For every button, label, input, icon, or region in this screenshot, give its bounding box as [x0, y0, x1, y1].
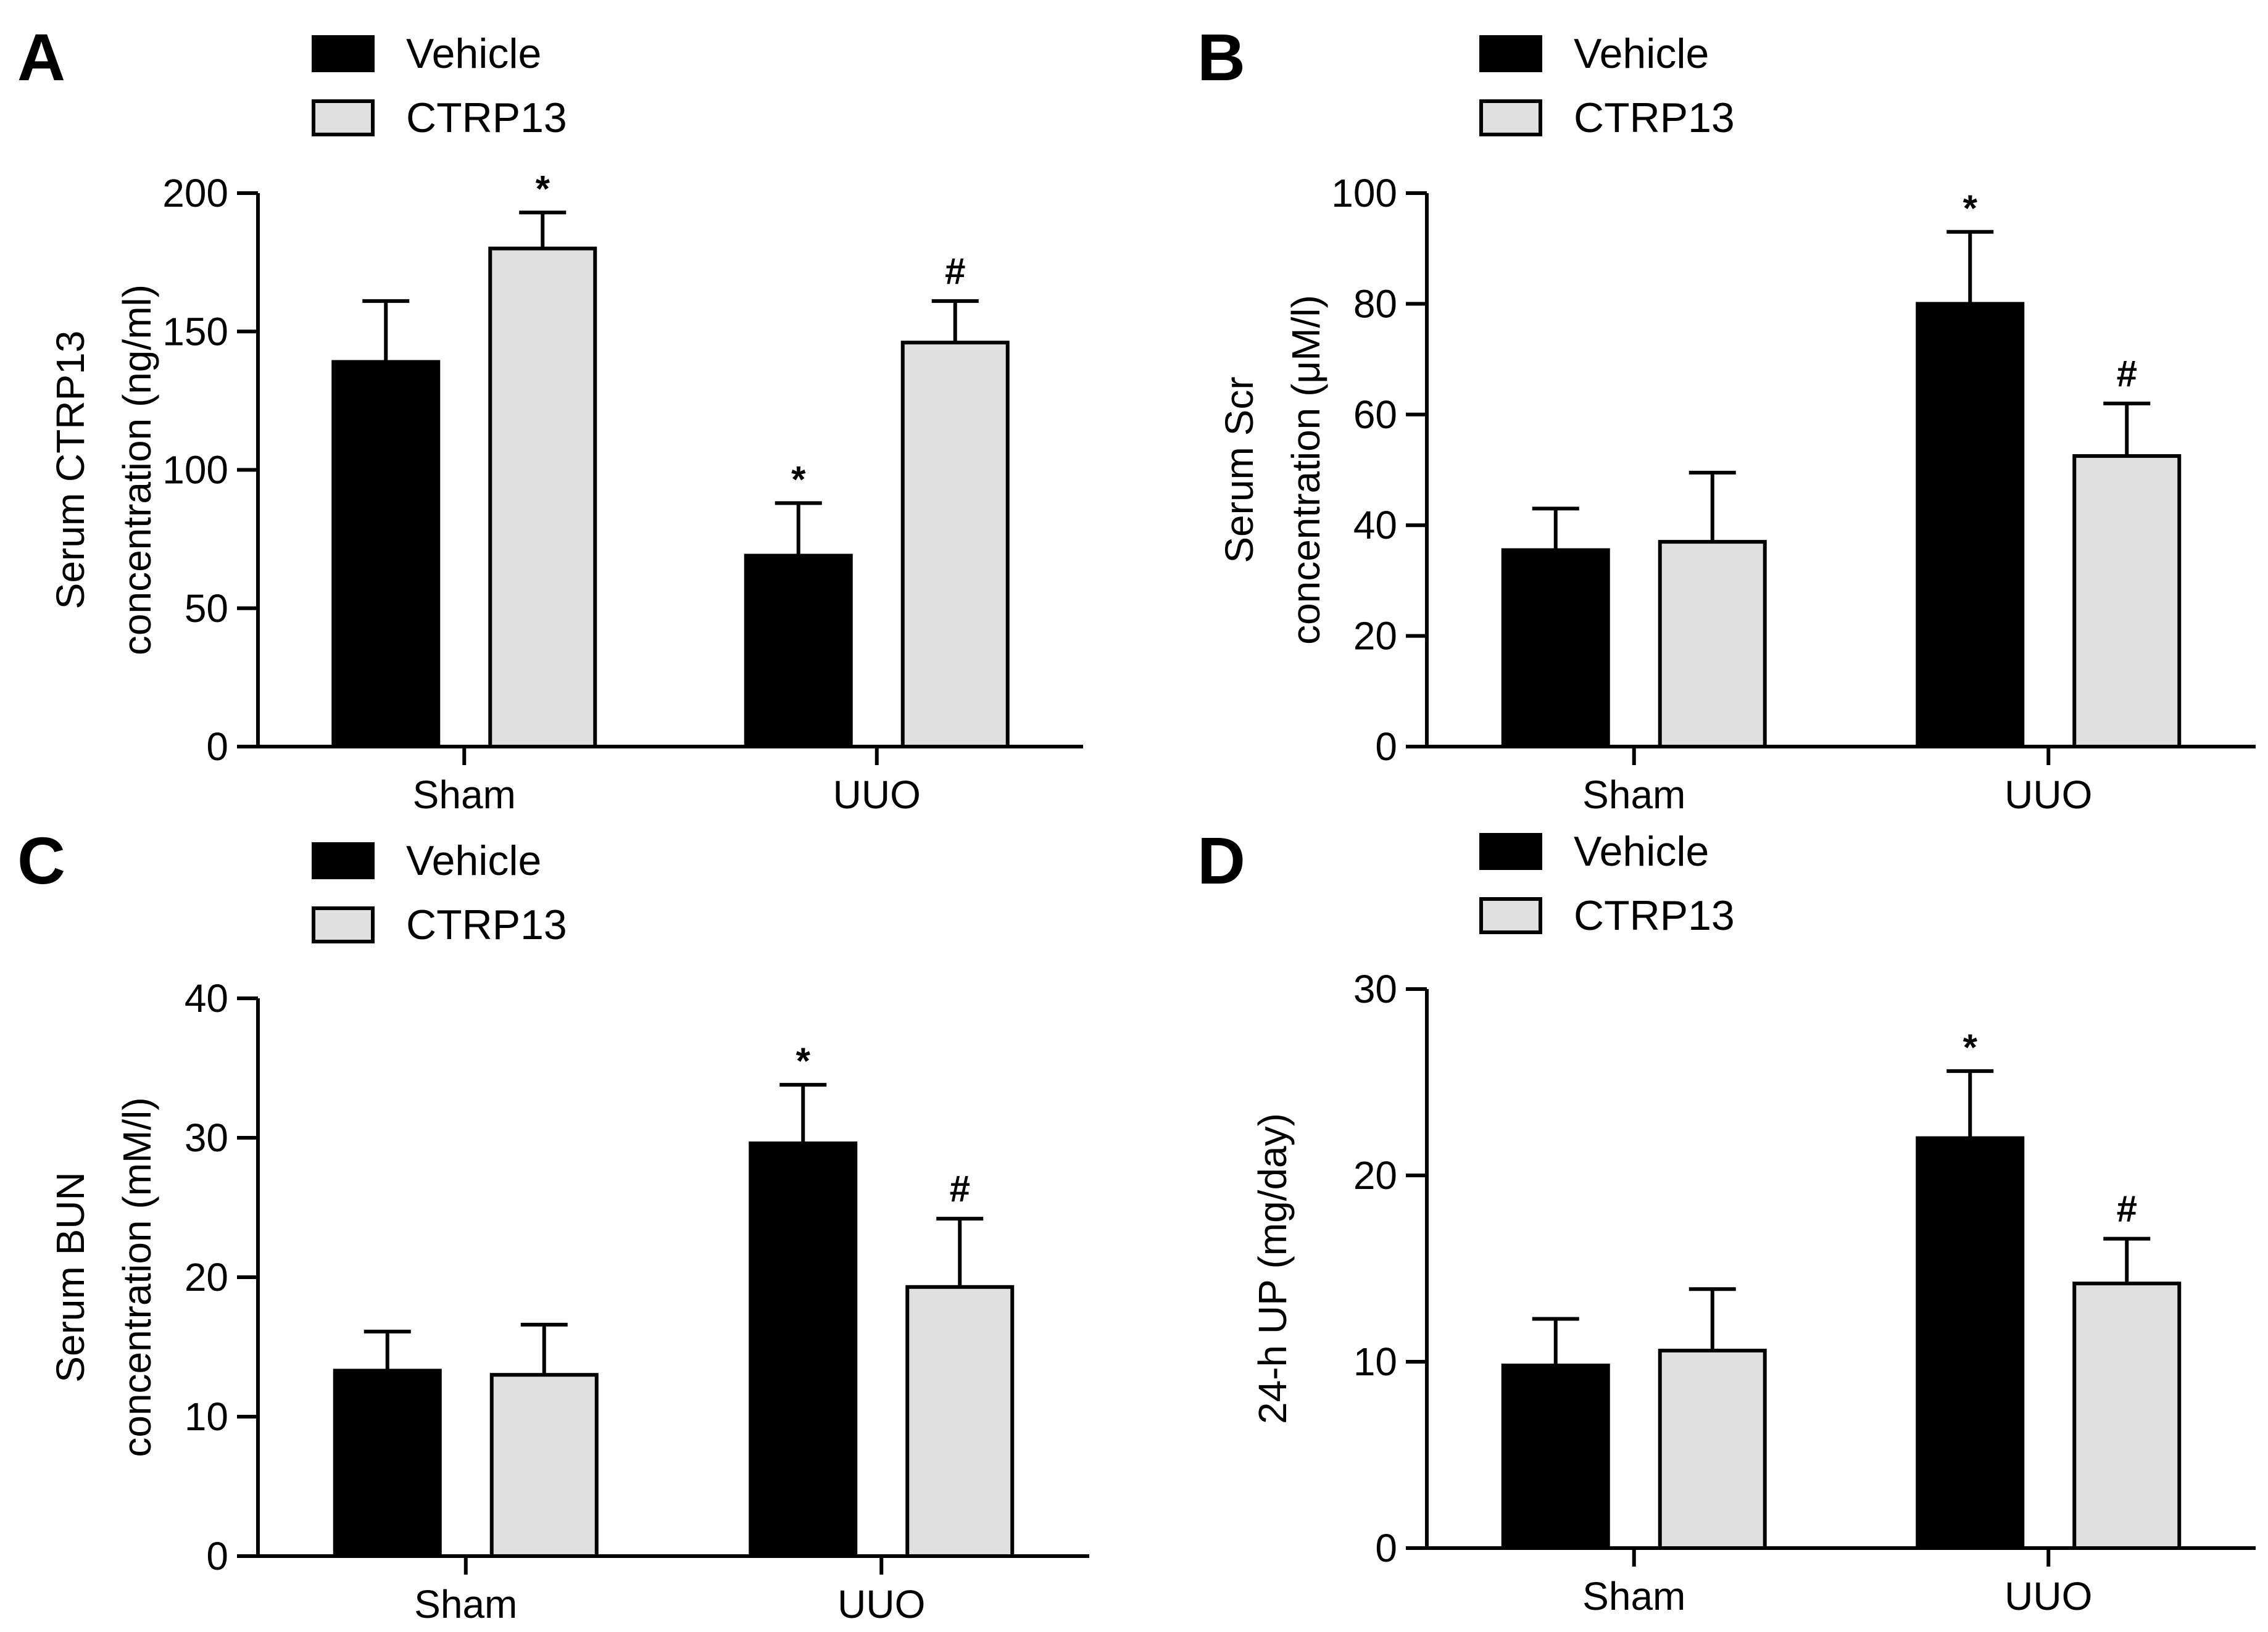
x-category-label-uuo: UUO [2004, 1574, 2092, 1618]
legend-label-ctrp13: CTRP13 [1574, 892, 1735, 939]
legend-swatch-ctrp13 [312, 906, 375, 943]
y-tick-label: 150 [162, 309, 228, 354]
bar-vehicle-uuo [1916, 302, 2025, 748]
panel-letter: C [17, 823, 65, 898]
bar-vehicle-uuo [1916, 1136, 2025, 1550]
bar-ctrp13-sham [1658, 1348, 1767, 1550]
x-category-label-sham: Sham [413, 773, 516, 817]
panel-letter: A [17, 20, 65, 94]
bar-vehicle-uuo [749, 1141, 858, 1559]
y-tick-label: 40 [185, 976, 228, 1021]
x-category-label-sham: Sham [1582, 1574, 1685, 1618]
legend-swatch-vehicle [312, 842, 375, 879]
panel-c: C Vehicle CTRP13 0 10 20 30 40 Serum BUN concentr… [17, 823, 1089, 1626]
y-tick-label: 10 [1353, 1340, 1397, 1384]
significance-hash: # [950, 1168, 970, 1209]
significance-hash: # [945, 251, 965, 292]
y-axis-label: concentration (mM/l) [115, 1097, 159, 1457]
legend-swatch-ctrp13 [1479, 897, 1542, 934]
bar-ctrp13-sham [489, 1373, 599, 1558]
bar-vehicle-sham [1501, 548, 1610, 748]
y-tick-label: 30 [1353, 967, 1397, 1011]
y-tick-label: 20 [1353, 1153, 1397, 1198]
significance-star: * [1963, 1027, 1978, 1068]
y-tick-label: 60 [1353, 392, 1397, 437]
significance-hash: # [2117, 353, 2137, 394]
legend-swatch-ctrp13 [1479, 99, 1542, 136]
significance-star: * [791, 458, 806, 500]
y-axis-label: concentration (μM/l) [1284, 295, 1328, 645]
y-tick-label: 20 [1353, 614, 1397, 658]
significance-star: * [796, 1040, 811, 1082]
y-tick-label: 40 [1353, 503, 1397, 547]
legend-label-vehicle: Vehicle [1574, 828, 1709, 875]
bar-ctrp13-uuo [2072, 1282, 2182, 1550]
y-axis-label: concentration (ng/ml) [115, 284, 159, 655]
panel-d: D Vehicle CTRP13 0 10 20 30 24-h UP (mg/day) Sha… [1197, 823, 2256, 1618]
panel-b: B Vehicle CTRP13 0 20 40 60 80 100 Serum Scr conce… [1197, 20, 2256, 817]
panel-letter: D [1197, 823, 1245, 898]
y-tick-label: 0 [206, 1534, 228, 1578]
bar-vehicle-sham [1501, 1364, 1610, 1551]
y-tick-label: 50 [185, 586, 228, 631]
y-tick-label: 80 [1353, 281, 1397, 326]
y-tick-label: 100 [1331, 171, 1397, 215]
panel-letter: B [1197, 20, 1245, 94]
bar-ctrp13-uuo [900, 341, 1010, 748]
bar-ctrp13-uuo [2072, 454, 2182, 748]
y-tick-label: 0 [1375, 1526, 1397, 1570]
y-axis-label: 24-h UP (mg/day) [1250, 1113, 1295, 1424]
significance-star: * [1963, 188, 1978, 229]
legend-label-vehicle: Vehicle [406, 30, 541, 77]
bar-ctrp13-sham [488, 246, 597, 748]
bar-ctrp13-sham [1658, 540, 1767, 748]
y-tick-label: 10 [185, 1394, 228, 1439]
legend-swatch-vehicle [312, 35, 375, 72]
y-axis-label: Serum CTRP13 [48, 331, 93, 610]
legend-label-ctrp13: CTRP13 [406, 901, 567, 948]
legend-label-vehicle: Vehicle [1574, 30, 1709, 77]
x-category-label-sham: Sham [414, 1582, 517, 1626]
bar-vehicle-sham [331, 360, 441, 748]
legend-label-ctrp13: CTRP13 [406, 94, 567, 141]
legend-label-ctrp13: CTRP13 [1574, 94, 1735, 141]
y-axis-label: Serum BUN [48, 1172, 93, 1382]
legend-swatch-vehicle [1479, 35, 1542, 72]
y-tick-label: 100 [162, 448, 228, 492]
bar-vehicle-uuo [744, 553, 853, 748]
legend-swatch-ctrp13 [312, 99, 375, 136]
panel-a: A Vehicle CTRP13 0 50 100 150 200 Serum CTRP13 co… [17, 20, 1083, 817]
y-axis-label: Serum Scr [1217, 376, 1261, 563]
x-category-label-uuo: UUO [833, 773, 921, 817]
legend-swatch-vehicle [1479, 833, 1542, 870]
x-category-label-sham: Sham [1582, 773, 1685, 817]
y-tick-label: 0 [206, 724, 228, 769]
y-tick-label: 20 [185, 1255, 228, 1299]
bar-ctrp13-uuo [905, 1285, 1015, 1559]
x-category-label-uuo: UUO [837, 1582, 925, 1626]
significance-hash: # [2117, 1188, 2137, 1230]
y-tick-label: 0 [1375, 724, 1397, 769]
legend-label-vehicle: Vehicle [406, 837, 541, 884]
y-tick-label: 30 [185, 1116, 228, 1160]
x-category-label-uuo: UUO [2004, 773, 2092, 817]
significance-star: * [536, 168, 550, 209]
y-tick-label: 200 [162, 171, 228, 215]
bar-vehicle-sham [333, 1369, 442, 1558]
